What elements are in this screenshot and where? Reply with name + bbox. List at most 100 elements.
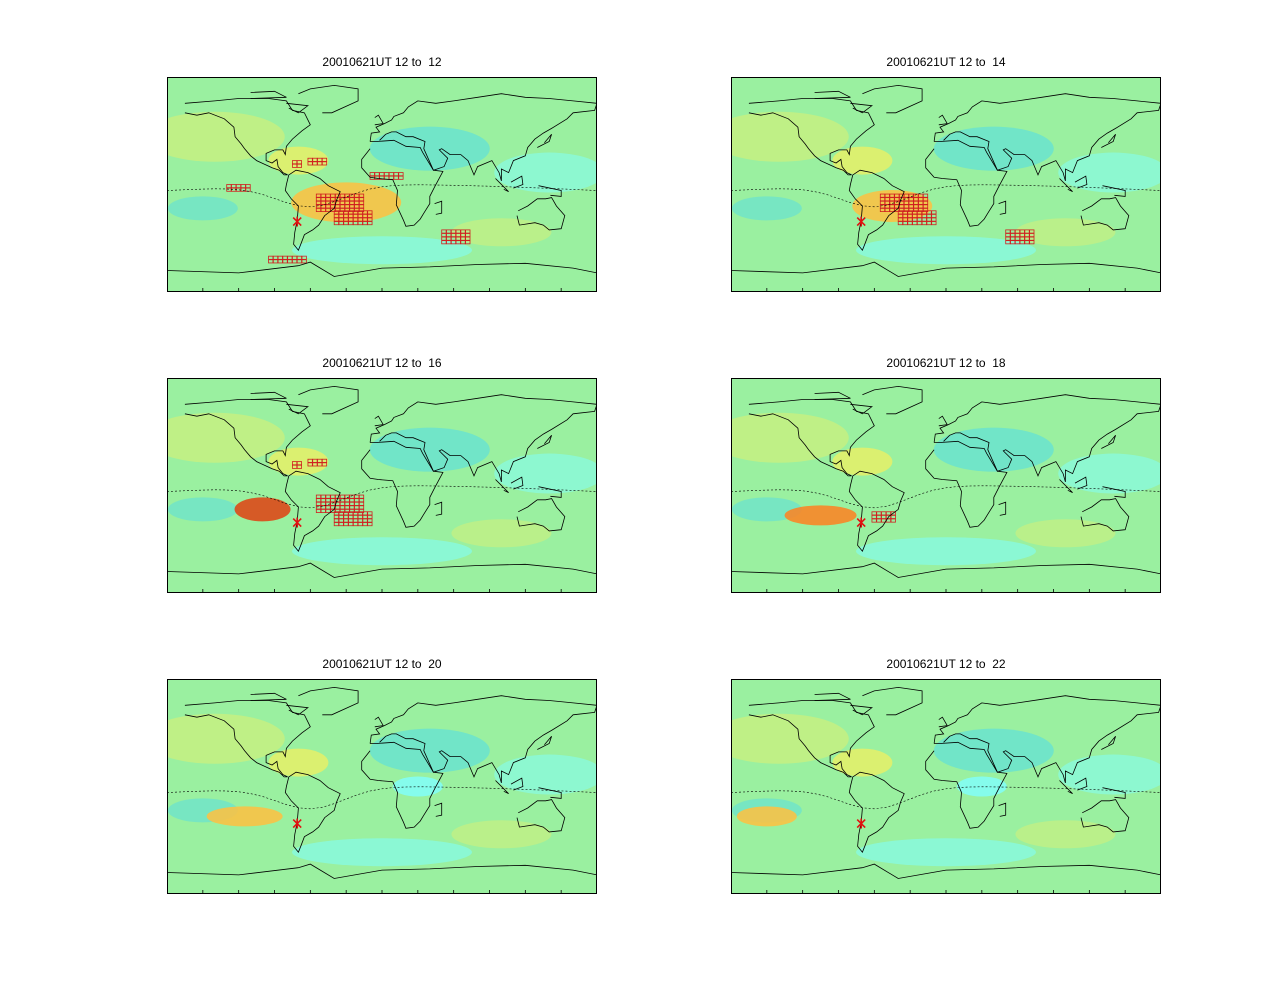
anomaly-cell bbox=[321, 161, 328, 166]
field-blob bbox=[369, 427, 490, 472]
coastline bbox=[933, 394, 1161, 483]
anomaly-field bbox=[832, 146, 893, 175]
anomaly-cell bbox=[465, 240, 471, 245]
anomaly-cell bbox=[1029, 240, 1035, 245]
field-blob bbox=[1015, 218, 1116, 247]
field-blob bbox=[167, 713, 285, 764]
coastline bbox=[434, 501, 443, 516]
coastline bbox=[1074, 476, 1088, 490]
world-map bbox=[731, 77, 1161, 292]
coastline bbox=[814, 391, 851, 400]
coastline bbox=[495, 178, 509, 193]
field-blob bbox=[856, 236, 1036, 265]
coastline bbox=[731, 261, 1161, 277]
coastline bbox=[361, 741, 444, 829]
coastline bbox=[933, 695, 1161, 784]
anomaly-cell bbox=[398, 175, 404, 180]
coastline bbox=[369, 394, 597, 483]
coastline bbox=[298, 84, 359, 114]
panel-6: 20010621UT 12 to 22 bbox=[731, 657, 1161, 894]
field-blob bbox=[731, 111, 849, 162]
field-blob bbox=[451, 519, 552, 548]
anomaly-cell bbox=[367, 221, 373, 226]
field-blob bbox=[167, 412, 285, 463]
field-blob bbox=[369, 728, 490, 773]
epicenter-marker bbox=[856, 818, 866, 829]
field-blob bbox=[292, 838, 472, 867]
coastline bbox=[510, 476, 524, 490]
coastline bbox=[1074, 175, 1088, 189]
dotted-line bbox=[731, 485, 1161, 509]
coastline bbox=[167, 863, 597, 879]
anomaly-field bbox=[206, 806, 283, 827]
field-blob bbox=[1015, 820, 1116, 849]
coastline bbox=[184, 98, 311, 176]
dotted-line bbox=[731, 786, 1161, 810]
coastline bbox=[814, 692, 851, 701]
field-blob bbox=[856, 537, 1036, 566]
field-blob bbox=[1058, 453, 1161, 494]
coastline bbox=[537, 435, 552, 449]
anomaly-cell bbox=[922, 207, 929, 212]
field-blob bbox=[167, 111, 285, 162]
panel-title: 20010621UT 12 to 12 bbox=[322, 55, 442, 69]
anomaly-field bbox=[832, 447, 893, 476]
coastline bbox=[998, 501, 1007, 516]
field-blob bbox=[167, 196, 238, 221]
field-blob bbox=[292, 236, 472, 265]
field-blob bbox=[167, 497, 238, 522]
anomaly-field bbox=[784, 505, 857, 526]
field-blob bbox=[494, 754, 597, 795]
field-blob bbox=[731, 196, 802, 221]
coastline bbox=[731, 863, 1161, 879]
dotted-line bbox=[167, 184, 597, 208]
coastline bbox=[1101, 736, 1116, 750]
field-blob bbox=[1015, 519, 1116, 548]
coastline bbox=[938, 716, 948, 728]
coastline bbox=[434, 802, 443, 817]
world-map bbox=[167, 378, 597, 593]
field-blob bbox=[451, 820, 552, 849]
coastline bbox=[510, 777, 524, 791]
coastline bbox=[538, 486, 562, 498]
coastline bbox=[1102, 185, 1126, 197]
anomaly-field bbox=[392, 776, 443, 797]
anomaly-field bbox=[956, 776, 1007, 797]
coastline bbox=[374, 114, 384, 126]
coastline bbox=[1102, 486, 1126, 498]
world-map bbox=[167, 77, 597, 292]
panel-title: 20010621UT 12 to 22 bbox=[886, 657, 1006, 671]
coastline bbox=[495, 780, 509, 795]
dotted-line bbox=[731, 184, 1161, 208]
anomaly-field bbox=[736, 806, 797, 827]
world-map bbox=[731, 679, 1161, 894]
panel-1: 20010621UT 12 to 12 bbox=[167, 55, 597, 292]
anomaly-cell bbox=[321, 462, 328, 467]
coastline bbox=[250, 391, 287, 400]
coastline bbox=[850, 403, 873, 415]
coastline bbox=[369, 695, 597, 784]
coastline bbox=[374, 716, 384, 728]
field-blob bbox=[731, 412, 849, 463]
coastline bbox=[814, 90, 851, 99]
coastline bbox=[286, 704, 309, 716]
coastline bbox=[1059, 479, 1073, 494]
field-blob bbox=[494, 453, 597, 494]
anomaly-field bbox=[234, 497, 291, 522]
anomaly-cell bbox=[358, 207, 365, 212]
coastline bbox=[925, 741, 1008, 829]
coastline bbox=[748, 399, 875, 477]
field-blob bbox=[451, 218, 552, 247]
panel-title: 20010621UT 12 to 18 bbox=[886, 356, 1006, 370]
epicenter-marker bbox=[856, 517, 866, 528]
coastline bbox=[361, 440, 444, 528]
coastline bbox=[1059, 780, 1073, 795]
field-blob bbox=[731, 713, 849, 764]
coastline bbox=[862, 686, 923, 716]
epicenter-marker bbox=[292, 517, 302, 528]
coastline bbox=[848, 169, 905, 251]
coastline bbox=[510, 175, 524, 189]
field-blob bbox=[369, 126, 490, 171]
anomaly-cell bbox=[301, 259, 307, 264]
coastline bbox=[538, 185, 562, 197]
